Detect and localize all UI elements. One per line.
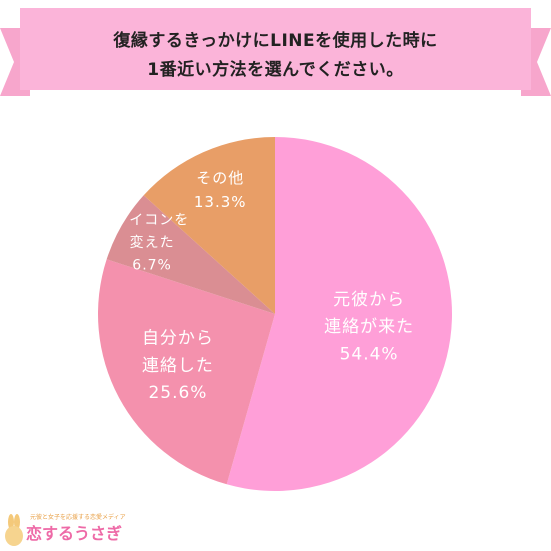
slice-3-label-line-2: 変えた <box>130 234 175 251</box>
chart-title-line-2: 1番近い方法を選んでください。 <box>147 60 404 80</box>
slice-4-label-line-1: その他 <box>196 169 244 187</box>
logo-brand-name: 恋するうさぎ <box>26 524 123 543</box>
brand-logo: 元彼と女子を応援する恋愛メディア 恋するうさぎ <box>2 512 152 548</box>
pie-slice-3 <box>106 195 275 314</box>
slice-3-percent-label: 6.7% <box>132 257 172 273</box>
slice-2-label-line-1: 自分から <box>142 329 214 349</box>
pie-slice-4 <box>143 137 275 314</box>
slice-2-percent-label: 25.6% <box>148 383 207 403</box>
slice-1-percent-label: 54.4% <box>340 344 399 364</box>
title-banner: 復縁するきっかけにLINEを使用した時に 1番近い方法を選んでください。 <box>0 0 551 100</box>
pie-slice-1 <box>226 137 453 491</box>
slice-1-label-line-2: 連絡が来た <box>324 317 414 337</box>
banner-shape <box>0 8 551 96</box>
slice-4-percent-label: 13.3% <box>194 193 247 211</box>
slice-2-label-line-2: 連絡した <box>142 356 214 376</box>
logo-tagline: 元彼と女子を応援する恋愛メディア <box>30 514 126 521</box>
pie-slice-2 <box>97 259 275 485</box>
chart-title-line-1: 復縁するきっかけにLINEを使用した時に <box>113 31 438 51</box>
rabbit-icon <box>5 514 23 546</box>
pie-slices <box>97 137 453 491</box>
slice-1-label-line-1: 元彼から <box>333 290 405 310</box>
slice-3-label-line-1: アイコンを <box>115 212 189 228</box>
